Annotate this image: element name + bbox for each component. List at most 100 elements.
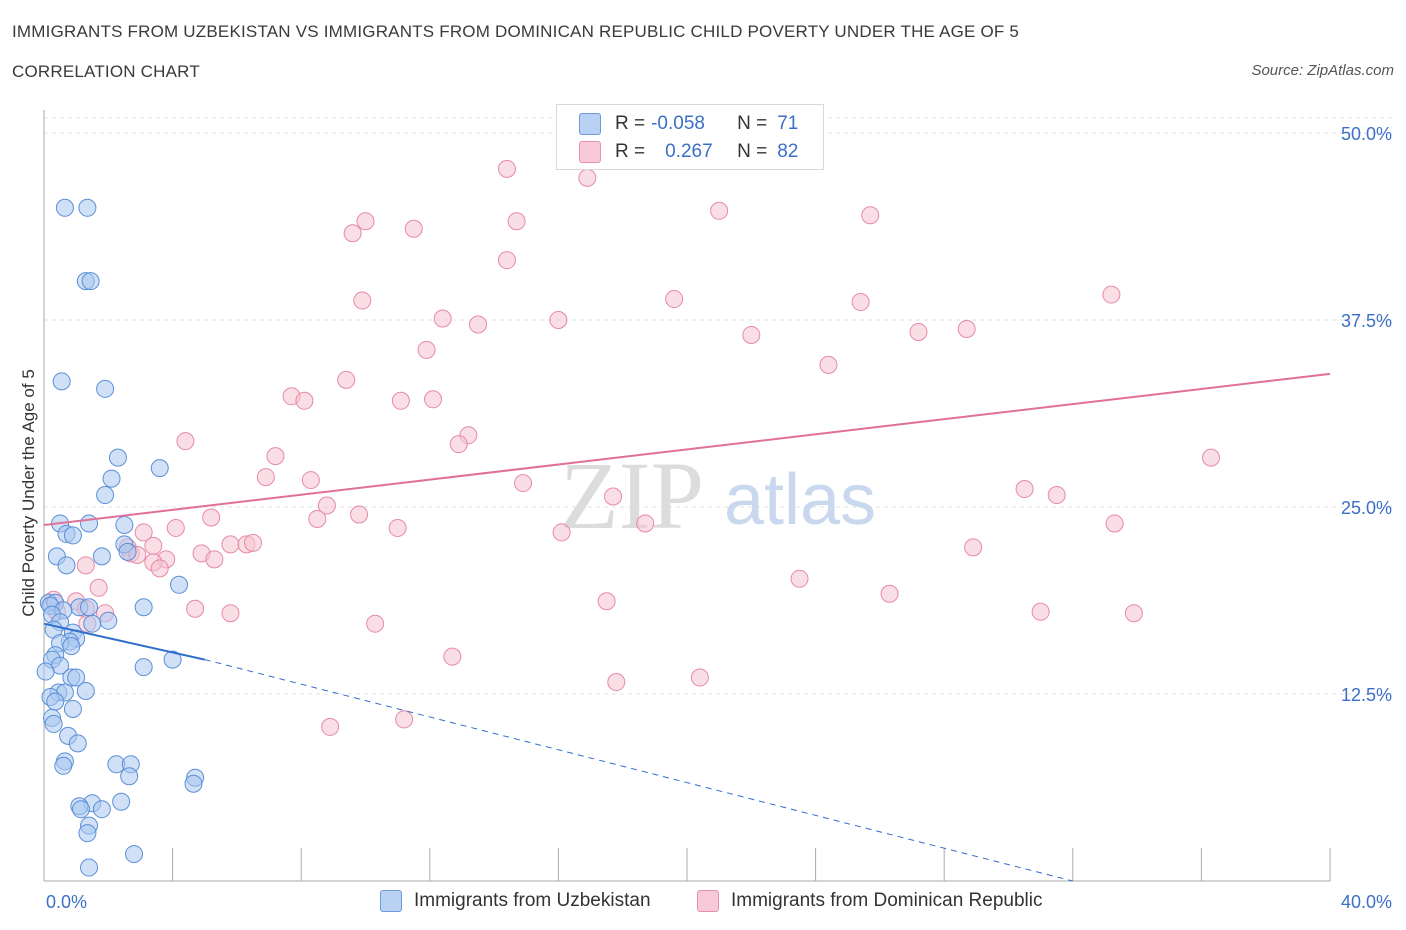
dominican-point [819,355,838,374]
source-label: Source: ZipAtlas.com [1251,62,1394,79]
legend-swatch-blue [579,113,601,135]
dominican-point [366,614,385,633]
dominican-point [186,599,205,618]
dominican-point [266,447,285,466]
dominican-point [497,251,516,270]
watermark-atlas: atlas [724,460,876,540]
uzbekistan-point [46,692,65,711]
uzbekistan-point [96,379,115,398]
uzbekistan-point [118,542,137,561]
dominican-point [202,508,221,527]
uzbekistan-point [92,800,111,819]
uzbekistan-point [36,662,55,681]
dominican-point [1124,604,1143,623]
dominican-point [321,717,340,736]
uzbekistan-point [92,547,111,566]
dominican-point [597,592,616,611]
chart-title: IMMIGRANTS FROM UZBEKISTAN VS IMMIGRANTS… [12,22,1020,41]
uzbekistan-point [71,800,90,819]
uzbekistan-point [115,515,134,534]
dominican-point [256,468,275,487]
y-tick-label: 25.0% [1341,498,1392,518]
dominican-point [909,322,928,341]
uzbekistan-point [120,767,139,786]
y-tick-label: 50.0% [1341,124,1392,144]
legend-item-uzbekistan: Immigrants from Uzbekistan [380,890,651,912]
legend-label-uzbekistan: Immigrants from Uzbekistan [414,890,651,911]
dominican-point [424,390,443,409]
dominican-point [353,291,372,310]
dominican-point [295,391,314,410]
dominican-point [690,668,709,687]
dominican-point [552,523,571,542]
uzbekistan-point [52,372,71,391]
dominican-point [514,474,533,493]
dominican-point [166,518,185,537]
legend-swatch-blue [380,890,402,912]
dominican-point [742,325,761,344]
dominican-point [1015,480,1034,499]
dominican-point [1105,514,1124,533]
uzbekistan-point [78,198,97,217]
trend-lines [43,372,1331,882]
dominican-point [317,496,336,515]
dominican-point [710,201,729,220]
legend-row-dominican: R = 0.267 N = 82 [579,140,798,164]
series-legend: Immigrants from Uzbekistan Immigrants fr… [0,890,1406,916]
uzbekistan-point [63,699,82,718]
uzbekistan-point [184,774,203,793]
dominican-point [350,505,369,524]
legend-n-value-uzbekistan: 71 [777,113,799,134]
watermark: ZIP atlas [560,442,876,549]
dominican-point [343,224,362,243]
uzbekistan-point [68,734,87,753]
uzbekistan-point [134,598,153,617]
uzbekistan-point [150,459,169,478]
dominican-point [337,370,356,389]
legend-label-dominican: Immigrants from Dominican Republic [731,890,1043,911]
legend-n-label: N = [737,113,768,134]
chart-subtitle: CORRELATION CHART [12,62,200,81]
uzbekistan-point [57,556,76,575]
uzbekistan-point [55,198,74,217]
dominican-point [549,311,568,329]
dominican-point [443,647,462,666]
dominican-point [76,556,95,575]
uzbekistan-trend-line [43,622,205,661]
legend-r-value-uzbekistan: -0.058 [651,113,705,134]
legend-n-value-dominican: 82 [777,141,799,162]
dominican-point [469,315,488,334]
x-tick-label: 40.0% [1341,892,1392,912]
uzbekistan-point [83,614,102,633]
dominican-point [243,533,262,552]
dominican-point [880,584,899,603]
legend-r-label: R = [615,113,646,134]
dominican-point [433,309,452,328]
dominican-point [144,536,163,555]
x-tick-label: 0.0% [46,892,87,912]
uzbekistan-point [81,272,100,291]
dominican-point [1031,602,1050,621]
y-axis-label: Child Poverty Under the Age of 5 [19,369,38,617]
dominican-point [404,219,423,238]
legend-swatch-pink [697,890,719,912]
dominican-point [665,290,684,309]
dominican-point [507,212,526,231]
y-tick-label: 37.5% [1341,311,1392,331]
dominican-point [957,319,976,338]
tick-labels: 12.5% 25.0% 37.5% 50.0% 0.0% 40.0% [46,124,1392,912]
uzbekistan-point [62,637,81,656]
dominican-point [851,293,870,312]
dominican-point [356,212,375,231]
dominican-point [449,435,468,454]
dominican-point [388,518,407,537]
uzbekistan-point [102,469,121,488]
dominican-point [150,559,169,578]
dominican-point [607,673,626,692]
dominican-point [417,340,436,359]
dominican-point [221,535,240,554]
y-tick-label: 12.5% [1341,685,1392,705]
uzbekistan-point [108,448,127,467]
legend-r-label: R = [615,141,646,162]
